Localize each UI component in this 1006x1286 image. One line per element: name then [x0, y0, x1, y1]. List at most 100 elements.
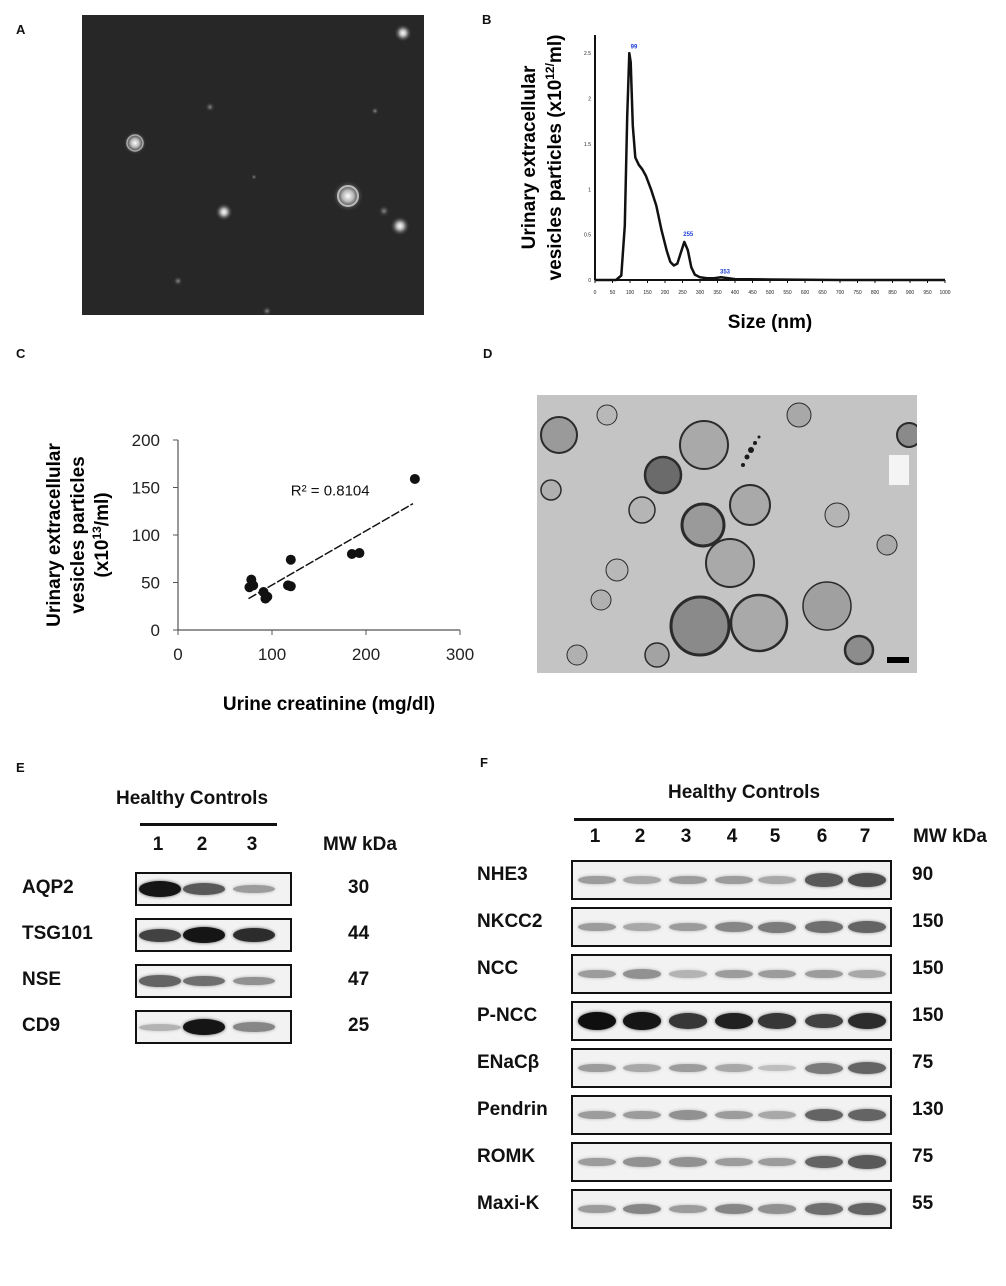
y-tick-label: 200	[132, 431, 160, 450]
blot-band	[578, 922, 616, 932]
blot-band	[805, 969, 843, 979]
blot-strip	[571, 1048, 892, 1088]
blot-band	[139, 975, 181, 987]
blot-e-header: Healthy Controls	[116, 788, 269, 809]
vesicle	[679, 420, 729, 470]
mw-value: 75	[912, 1052, 934, 1073]
blot-band	[183, 975, 225, 987]
x-tick-label: 500	[766, 290, 775, 296]
mw-value: 55	[912, 1193, 934, 1214]
blot-row-label: NSE	[22, 969, 62, 990]
blot-band	[805, 921, 843, 933]
particle	[126, 134, 144, 152]
blot-row-label: NHE3	[477, 864, 528, 885]
mw-value: 25	[348, 1015, 370, 1036]
blot-band	[715, 1063, 753, 1073]
vesicle	[596, 404, 618, 426]
x-tick-label: 550	[783, 290, 792, 296]
lane-number: 1	[152, 834, 164, 855]
blot-band	[669, 1204, 707, 1214]
vesicle	[628, 496, 656, 524]
vesicle	[680, 502, 726, 548]
x-tick-label: 400	[731, 290, 740, 296]
scatter-point	[244, 582, 255, 593]
blot-band	[848, 969, 886, 979]
blot-band	[233, 1022, 275, 1032]
x-tick-label: 0	[173, 645, 182, 664]
blot-strip	[571, 1001, 892, 1041]
mw-header: MW kDa	[323, 834, 397, 855]
vesicle	[644, 642, 670, 668]
particle	[394, 24, 412, 42]
blot-band	[233, 976, 275, 986]
vesicle	[876, 534, 898, 556]
x-tick-label: 950	[923, 290, 932, 296]
panel-label-f: F	[480, 755, 488, 770]
blot-band	[715, 969, 753, 979]
vesicle	[802, 581, 852, 631]
lane-number: 7	[859, 826, 871, 847]
scatter-point	[409, 473, 420, 484]
blot-band	[715, 875, 753, 885]
blot-band	[233, 884, 275, 894]
blot-band	[669, 970, 707, 978]
tem-vesicles	[537, 395, 917, 673]
scale-bar	[887, 657, 909, 663]
blot-band	[805, 873, 843, 887]
x-tick-label: 0	[594, 290, 597, 296]
blot-band	[578, 1157, 616, 1167]
blot-band	[848, 1202, 886, 1216]
blot-band	[623, 1063, 661, 1073]
vesicle	[705, 538, 755, 588]
x-tick-label: 850	[888, 290, 897, 296]
nta-particles	[123, 24, 412, 316]
creatinine-scatter-chart: 0 50 100 150 200 0 100 200 300 R² = 0.8104 Urine c…	[44, 431, 474, 715]
blot-band	[715, 921, 753, 933]
blot-band	[669, 1110, 707, 1120]
particle	[371, 107, 379, 115]
blot-band	[233, 927, 275, 943]
blot-band	[183, 883, 225, 895]
y-axis-label-line3: (x1013/ml)	[90, 492, 113, 577]
mw-value: 90	[912, 864, 934, 885]
vesicle	[843, 634, 875, 666]
particle	[205, 102, 215, 112]
blot-band	[623, 1110, 661, 1120]
blot-strip	[135, 964, 292, 998]
peak-label: 99	[631, 44, 638, 50]
y-axis-label-line1: Urinary extracellular	[44, 443, 65, 627]
blot-band	[715, 1203, 753, 1215]
blot-band	[848, 920, 886, 934]
peak-label: 353	[720, 269, 731, 275]
x-tick-label: 350	[713, 290, 722, 296]
blot-band	[715, 1110, 753, 1120]
particle	[251, 174, 257, 180]
vesicle	[669, 595, 731, 657]
vesicle	[643, 455, 683, 495]
blot-band	[183, 927, 225, 943]
panel-label-d: D	[483, 346, 493, 361]
blot-row-label: P-NCC	[477, 1005, 538, 1026]
vesicle	[605, 558, 629, 582]
vesicle	[540, 416, 578, 454]
blot-band	[578, 1063, 616, 1073]
trendline	[248, 503, 414, 600]
blot-strip	[571, 860, 892, 900]
scatter-point	[346, 549, 357, 559]
y-tick-label: 50	[141, 574, 160, 593]
size-distribution-chart: 0 50 100 150 200 250 300 350 400 450 500 550 600 650 7…	[519, 35, 951, 333]
mw-value: 75	[912, 1146, 934, 1167]
lane-number: 2	[196, 834, 208, 855]
y-tick-label: 1	[588, 187, 591, 193]
x-tick-label: 200	[352, 645, 380, 664]
vesicle	[896, 422, 917, 448]
scatter-point	[354, 548, 365, 559]
blot-e-header-line	[140, 823, 277, 826]
lane-number: 4	[726, 826, 738, 847]
mw-value: 44	[348, 923, 370, 944]
x-tick-label: 50	[610, 290, 616, 296]
lane-number: 2	[634, 826, 646, 847]
blot-row-label: Pendrin	[477, 1099, 548, 1120]
mw-value: 30	[348, 877, 370, 898]
blot-strip	[571, 1095, 892, 1135]
